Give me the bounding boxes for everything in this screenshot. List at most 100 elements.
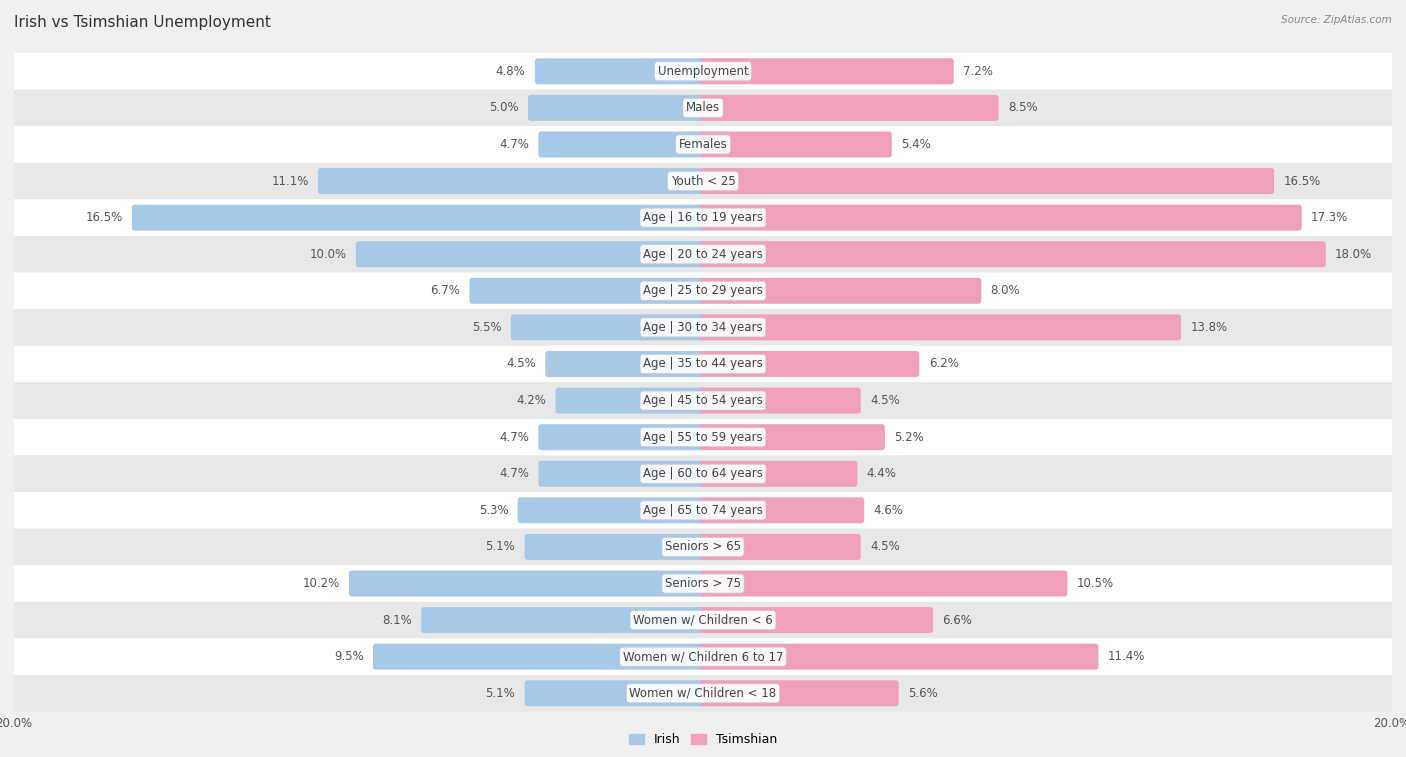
FancyBboxPatch shape	[700, 58, 953, 84]
FancyBboxPatch shape	[14, 675, 1392, 712]
Text: 4.5%: 4.5%	[870, 394, 900, 407]
FancyBboxPatch shape	[524, 681, 706, 706]
Text: Women w/ Children < 6: Women w/ Children < 6	[633, 614, 773, 627]
Text: 8.5%: 8.5%	[1008, 101, 1038, 114]
Text: 8.1%: 8.1%	[382, 614, 412, 627]
Text: 4.7%: 4.7%	[499, 138, 529, 151]
Text: 4.6%: 4.6%	[873, 504, 904, 517]
FancyBboxPatch shape	[14, 346, 1392, 382]
Text: 6.7%: 6.7%	[430, 285, 460, 298]
FancyBboxPatch shape	[538, 132, 706, 157]
Text: 5.1%: 5.1%	[485, 687, 515, 699]
FancyBboxPatch shape	[14, 565, 1392, 602]
FancyBboxPatch shape	[700, 95, 998, 121]
FancyBboxPatch shape	[700, 168, 1274, 194]
Text: 10.0%: 10.0%	[309, 248, 346, 260]
Text: Youth < 25: Youth < 25	[671, 175, 735, 188]
FancyBboxPatch shape	[14, 309, 1392, 346]
Text: Seniors > 75: Seniors > 75	[665, 577, 741, 590]
Text: 4.5%: 4.5%	[506, 357, 536, 370]
Text: Age | 25 to 29 years: Age | 25 to 29 years	[643, 285, 763, 298]
FancyBboxPatch shape	[555, 388, 706, 413]
Text: 16.5%: 16.5%	[86, 211, 122, 224]
FancyBboxPatch shape	[14, 89, 1392, 126]
Text: 17.3%: 17.3%	[1310, 211, 1348, 224]
Text: 16.5%: 16.5%	[1284, 175, 1320, 188]
Text: 10.2%: 10.2%	[302, 577, 340, 590]
Text: Women w/ Children 6 to 17: Women w/ Children 6 to 17	[623, 650, 783, 663]
FancyBboxPatch shape	[356, 241, 706, 267]
FancyBboxPatch shape	[14, 126, 1392, 163]
FancyBboxPatch shape	[700, 204, 1302, 231]
FancyBboxPatch shape	[14, 236, 1392, 273]
Text: Unemployment: Unemployment	[658, 65, 748, 78]
FancyBboxPatch shape	[14, 199, 1392, 236]
Text: 9.5%: 9.5%	[335, 650, 364, 663]
Legend: Irish, Tsimshian: Irish, Tsimshian	[624, 728, 782, 752]
Text: 13.8%: 13.8%	[1191, 321, 1227, 334]
Text: Age | 35 to 44 years: Age | 35 to 44 years	[643, 357, 763, 370]
Text: Age | 60 to 64 years: Age | 60 to 64 years	[643, 467, 763, 480]
Text: Age | 20 to 24 years: Age | 20 to 24 years	[643, 248, 763, 260]
FancyBboxPatch shape	[700, 607, 934, 633]
Text: 7.2%: 7.2%	[963, 65, 993, 78]
FancyBboxPatch shape	[14, 273, 1392, 309]
Text: 5.2%: 5.2%	[894, 431, 924, 444]
FancyBboxPatch shape	[700, 351, 920, 377]
FancyBboxPatch shape	[517, 497, 706, 523]
Text: 11.4%: 11.4%	[1108, 650, 1144, 663]
FancyBboxPatch shape	[700, 534, 860, 560]
FancyBboxPatch shape	[318, 168, 706, 194]
Text: 11.1%: 11.1%	[271, 175, 308, 188]
FancyBboxPatch shape	[700, 278, 981, 304]
Text: 5.0%: 5.0%	[489, 101, 519, 114]
Text: 4.7%: 4.7%	[499, 467, 529, 480]
Text: Males: Males	[686, 101, 720, 114]
Text: 5.5%: 5.5%	[472, 321, 502, 334]
Text: 8.0%: 8.0%	[991, 285, 1021, 298]
FancyBboxPatch shape	[14, 419, 1392, 456]
FancyBboxPatch shape	[700, 314, 1181, 341]
Text: 4.7%: 4.7%	[499, 431, 529, 444]
FancyBboxPatch shape	[700, 681, 898, 706]
FancyBboxPatch shape	[700, 132, 891, 157]
FancyBboxPatch shape	[373, 643, 706, 670]
FancyBboxPatch shape	[14, 53, 1392, 89]
Text: 18.0%: 18.0%	[1336, 248, 1372, 260]
FancyBboxPatch shape	[14, 528, 1392, 565]
Text: 4.5%: 4.5%	[870, 540, 900, 553]
Text: Age | 65 to 74 years: Age | 65 to 74 years	[643, 504, 763, 517]
Text: Age | 16 to 19 years: Age | 16 to 19 years	[643, 211, 763, 224]
Text: Age | 55 to 59 years: Age | 55 to 59 years	[643, 431, 763, 444]
FancyBboxPatch shape	[422, 607, 706, 633]
FancyBboxPatch shape	[534, 58, 706, 84]
Text: 6.2%: 6.2%	[928, 357, 959, 370]
FancyBboxPatch shape	[546, 351, 706, 377]
FancyBboxPatch shape	[14, 602, 1392, 638]
FancyBboxPatch shape	[700, 643, 1098, 670]
FancyBboxPatch shape	[700, 571, 1067, 597]
FancyBboxPatch shape	[700, 241, 1326, 267]
Text: 10.5%: 10.5%	[1077, 577, 1114, 590]
Text: Source: ZipAtlas.com: Source: ZipAtlas.com	[1281, 15, 1392, 25]
Text: 4.2%: 4.2%	[516, 394, 547, 407]
Text: Irish vs Tsimshian Unemployment: Irish vs Tsimshian Unemployment	[14, 15, 271, 30]
Text: Women w/ Children < 18: Women w/ Children < 18	[630, 687, 776, 699]
FancyBboxPatch shape	[700, 461, 858, 487]
Text: 4.8%: 4.8%	[496, 65, 526, 78]
Text: 5.3%: 5.3%	[479, 504, 509, 517]
FancyBboxPatch shape	[700, 424, 884, 450]
FancyBboxPatch shape	[538, 424, 706, 450]
FancyBboxPatch shape	[132, 204, 706, 231]
FancyBboxPatch shape	[14, 163, 1392, 199]
FancyBboxPatch shape	[14, 492, 1392, 528]
Text: Females: Females	[679, 138, 727, 151]
FancyBboxPatch shape	[349, 571, 706, 597]
FancyBboxPatch shape	[14, 382, 1392, 419]
FancyBboxPatch shape	[529, 95, 706, 121]
Text: 4.4%: 4.4%	[866, 467, 897, 480]
Text: 5.1%: 5.1%	[485, 540, 515, 553]
FancyBboxPatch shape	[538, 461, 706, 487]
Text: 6.6%: 6.6%	[942, 614, 973, 627]
FancyBboxPatch shape	[470, 278, 706, 304]
